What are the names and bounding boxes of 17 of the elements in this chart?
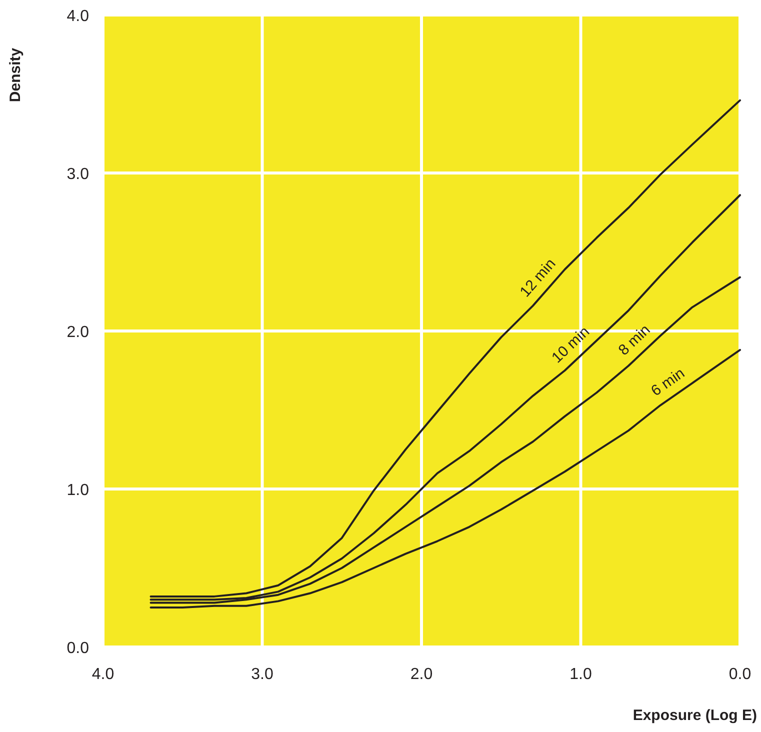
- y-tick-label: 4.0: [66, 8, 90, 25]
- text: 6 min: [648, 364, 688, 400]
- y-tick-label: 2.0: [66, 324, 90, 341]
- text: 12 min: [516, 255, 560, 301]
- x-tick-label: 0.0: [728, 666, 752, 683]
- x-tick-label: 1.0: [570, 666, 592, 683]
- x-tick-label: 2.0: [410, 666, 433, 683]
- y-tick-label: 0.0: [66, 640, 90, 657]
- y-tick-label: 1.0: [66, 482, 90, 499]
- y-tick-label: 3.0: [66, 166, 90, 183]
- line-series: [150, 99, 741, 598]
- y-axis-title: Density: [7, 47, 24, 102]
- x-axis-title: Exposure (Log E): [632, 707, 757, 724]
- x-tick-label: 4.0: [92, 666, 114, 683]
- text: 10 min: [548, 323, 594, 367]
- x-tick-label: 3.0: [251, 666, 274, 683]
- text: 8 min: [615, 321, 654, 359]
